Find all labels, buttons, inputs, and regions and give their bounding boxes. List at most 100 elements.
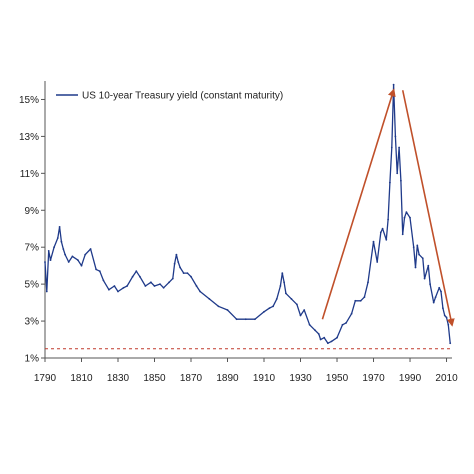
data-point xyxy=(272,305,274,308)
data-point xyxy=(398,146,400,149)
data-point xyxy=(285,292,287,295)
data-point xyxy=(434,296,437,298)
series-line xyxy=(44,84,451,344)
data-point xyxy=(449,342,452,345)
data-point xyxy=(317,333,320,335)
data-point xyxy=(372,240,375,243)
data-point xyxy=(429,283,431,285)
data-point xyxy=(275,298,278,300)
data-point xyxy=(162,286,165,289)
data-point xyxy=(394,135,397,138)
data-point xyxy=(330,340,333,343)
data-point xyxy=(345,322,347,324)
data-point xyxy=(58,226,61,228)
data-point xyxy=(98,270,101,273)
data-point xyxy=(412,246,415,249)
data-point xyxy=(403,216,406,219)
x-tick-label: 1870 xyxy=(180,373,203,384)
data-point xyxy=(327,342,329,345)
data-point xyxy=(392,83,395,86)
y-tick-label: 9% xyxy=(25,206,40,217)
data-point xyxy=(47,250,50,252)
data-point xyxy=(423,277,426,280)
data-point xyxy=(168,281,171,284)
data-point xyxy=(64,253,66,256)
data-point xyxy=(283,281,285,284)
data-point xyxy=(60,240,63,243)
x-tick-label: 1970 xyxy=(362,373,385,384)
data-point xyxy=(314,329,316,332)
data-point xyxy=(77,259,79,261)
data-point xyxy=(199,290,202,293)
x-tick-label: 2010 xyxy=(435,373,458,384)
data-point xyxy=(67,261,70,263)
data-point xyxy=(442,307,444,309)
data-point xyxy=(135,270,138,273)
x-tick-label: 1910 xyxy=(253,373,276,384)
data-point xyxy=(296,303,298,306)
x-tick-label: 1790 xyxy=(34,373,57,384)
y-tick-label: 5% xyxy=(25,280,40,291)
data-point xyxy=(427,264,430,267)
data-point xyxy=(389,181,391,184)
data-point xyxy=(71,255,74,258)
data-point xyxy=(367,281,369,284)
data-point xyxy=(263,310,265,313)
data-point xyxy=(443,314,446,317)
data-point xyxy=(117,290,119,293)
data-point xyxy=(226,309,229,311)
data-point xyxy=(376,261,379,263)
data-point xyxy=(113,285,116,287)
data-point xyxy=(319,338,322,341)
y-tick-label: 1% xyxy=(25,354,40,365)
axes: 1% 3% 5% 7% 9% 11% 13% 15% 1790 1810 1830 1850 1870 1… xyxy=(19,81,458,384)
data-point xyxy=(182,272,185,274)
data-point xyxy=(387,218,389,221)
legend: US 10-year Treasury yield (constant matu… xyxy=(56,91,283,102)
data-point xyxy=(102,279,105,282)
y-tick-label: 13% xyxy=(19,132,39,143)
data-point xyxy=(379,231,382,234)
y-tick-label: 3% xyxy=(25,317,40,328)
data-point xyxy=(45,290,48,293)
data-point xyxy=(418,253,420,256)
data-point xyxy=(290,298,293,300)
data-point xyxy=(173,262,176,265)
data-point xyxy=(150,281,152,284)
data-point xyxy=(84,253,87,256)
data-point xyxy=(381,227,384,230)
data-point xyxy=(336,336,338,339)
data-point xyxy=(179,266,182,269)
x-tick-label: 1930 xyxy=(289,373,312,384)
data-point xyxy=(122,286,125,289)
data-point xyxy=(323,336,326,339)
data-point xyxy=(281,272,284,274)
data-point xyxy=(359,299,362,302)
data-point xyxy=(175,253,178,256)
data-point xyxy=(195,285,198,287)
data-point xyxy=(400,179,402,182)
x-tick-label: 1950 xyxy=(326,373,349,384)
trend-arrow xyxy=(401,90,455,327)
data-point xyxy=(80,264,83,267)
data-point xyxy=(144,285,147,287)
data-point xyxy=(299,314,302,317)
data-point xyxy=(49,259,52,261)
data-point xyxy=(409,216,411,219)
data-point xyxy=(438,286,441,289)
data-point xyxy=(396,172,399,175)
y-tick-label: 11% xyxy=(20,169,39,180)
data-point xyxy=(401,233,404,236)
data-point xyxy=(432,301,435,304)
data-point xyxy=(235,318,238,321)
data-point xyxy=(254,318,256,321)
data-point xyxy=(385,238,388,241)
data-point xyxy=(447,323,450,326)
x-tick-label: 1890 xyxy=(216,373,239,384)
data-point xyxy=(354,299,357,302)
data-point xyxy=(131,275,134,278)
data-point xyxy=(363,296,366,298)
data-point xyxy=(440,290,442,293)
data-point xyxy=(171,277,174,280)
trend-arrow xyxy=(321,88,396,320)
